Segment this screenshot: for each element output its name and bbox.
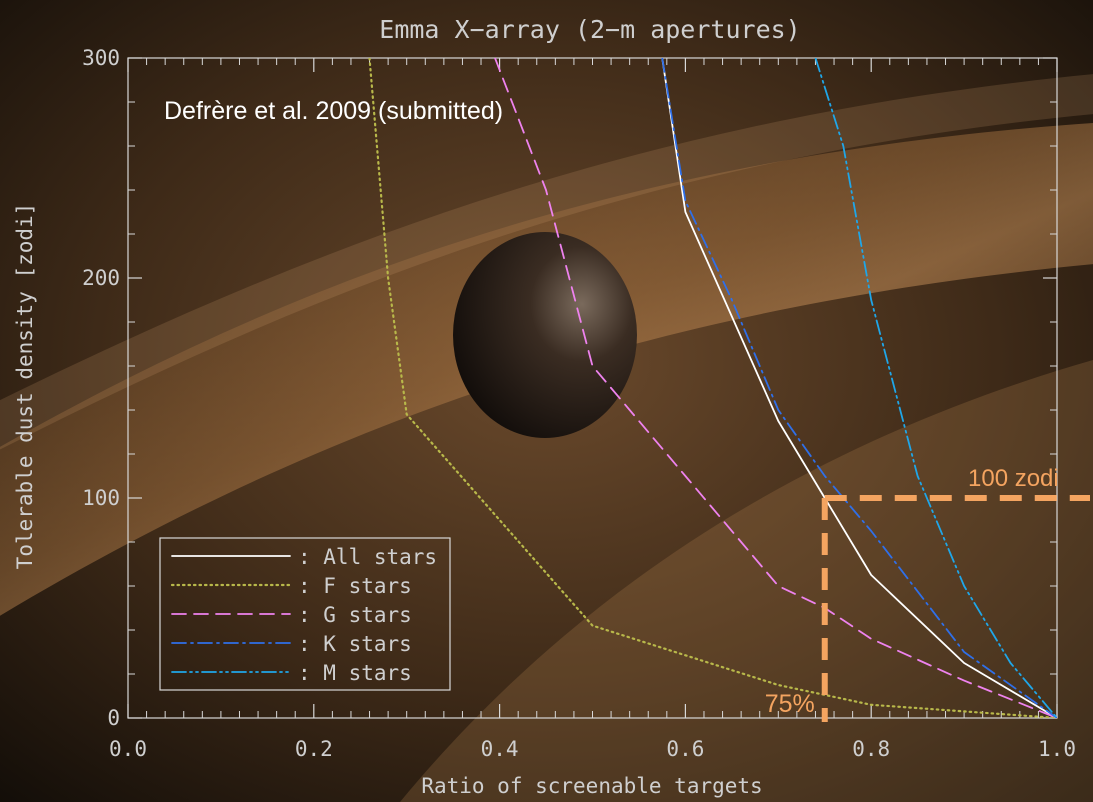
citation-annotation: Defrère et al. 2009 (submitted) bbox=[164, 97, 503, 125]
legend-label: : All stars bbox=[298, 545, 437, 569]
legend-label: : F stars bbox=[298, 574, 412, 598]
legend-label: : K stars bbox=[298, 632, 412, 656]
y-tick-label: 200 bbox=[82, 266, 120, 290]
x-tick-label: 0.2 bbox=[295, 737, 333, 761]
x-tick-label: 0.0 bbox=[109, 737, 147, 761]
x-axis-label: Ratio of screenable targets bbox=[421, 774, 762, 798]
series-line-fstars bbox=[368, 58, 1057, 718]
series-line-kstars bbox=[661, 58, 1057, 718]
x-tick-label: 1.0 bbox=[1038, 737, 1076, 761]
planet-image bbox=[453, 232, 637, 438]
legend-label: : M stars bbox=[298, 661, 412, 685]
series-line-mstars bbox=[814, 58, 1057, 718]
x-tick-label: 0.8 bbox=[852, 737, 890, 761]
legend: : All stars : F stars : G stars : K stars : … bbox=[159, 537, 451, 691]
ratio-label: 75% bbox=[765, 690, 815, 718]
legend-box bbox=[159, 537, 451, 691]
axis-ticks: 0.0 0.2 0.4 0.6 0.8 1.0 0 100 200 300 bbox=[82, 46, 1076, 761]
x-tick-label: 0.4 bbox=[481, 737, 519, 761]
series-layer bbox=[368, 58, 1057, 718]
annotations: 100 zodi 75% bbox=[765, 465, 1090, 722]
chart-title: Emma X−array (2−m apertures) bbox=[379, 15, 800, 44]
series-line-gstars bbox=[494, 58, 1057, 718]
y-tick-label: 100 bbox=[82, 486, 120, 510]
threshold-label: 100 zodi bbox=[968, 465, 1059, 492]
y-tick-label: 300 bbox=[82, 46, 120, 70]
y-axis-label: Tolerable dust density [zodi] bbox=[13, 203, 37, 570]
legend-label: : G stars bbox=[298, 603, 412, 627]
y-tick-label: 0 bbox=[107, 706, 120, 730]
x-tick-label: 0.6 bbox=[666, 737, 704, 761]
